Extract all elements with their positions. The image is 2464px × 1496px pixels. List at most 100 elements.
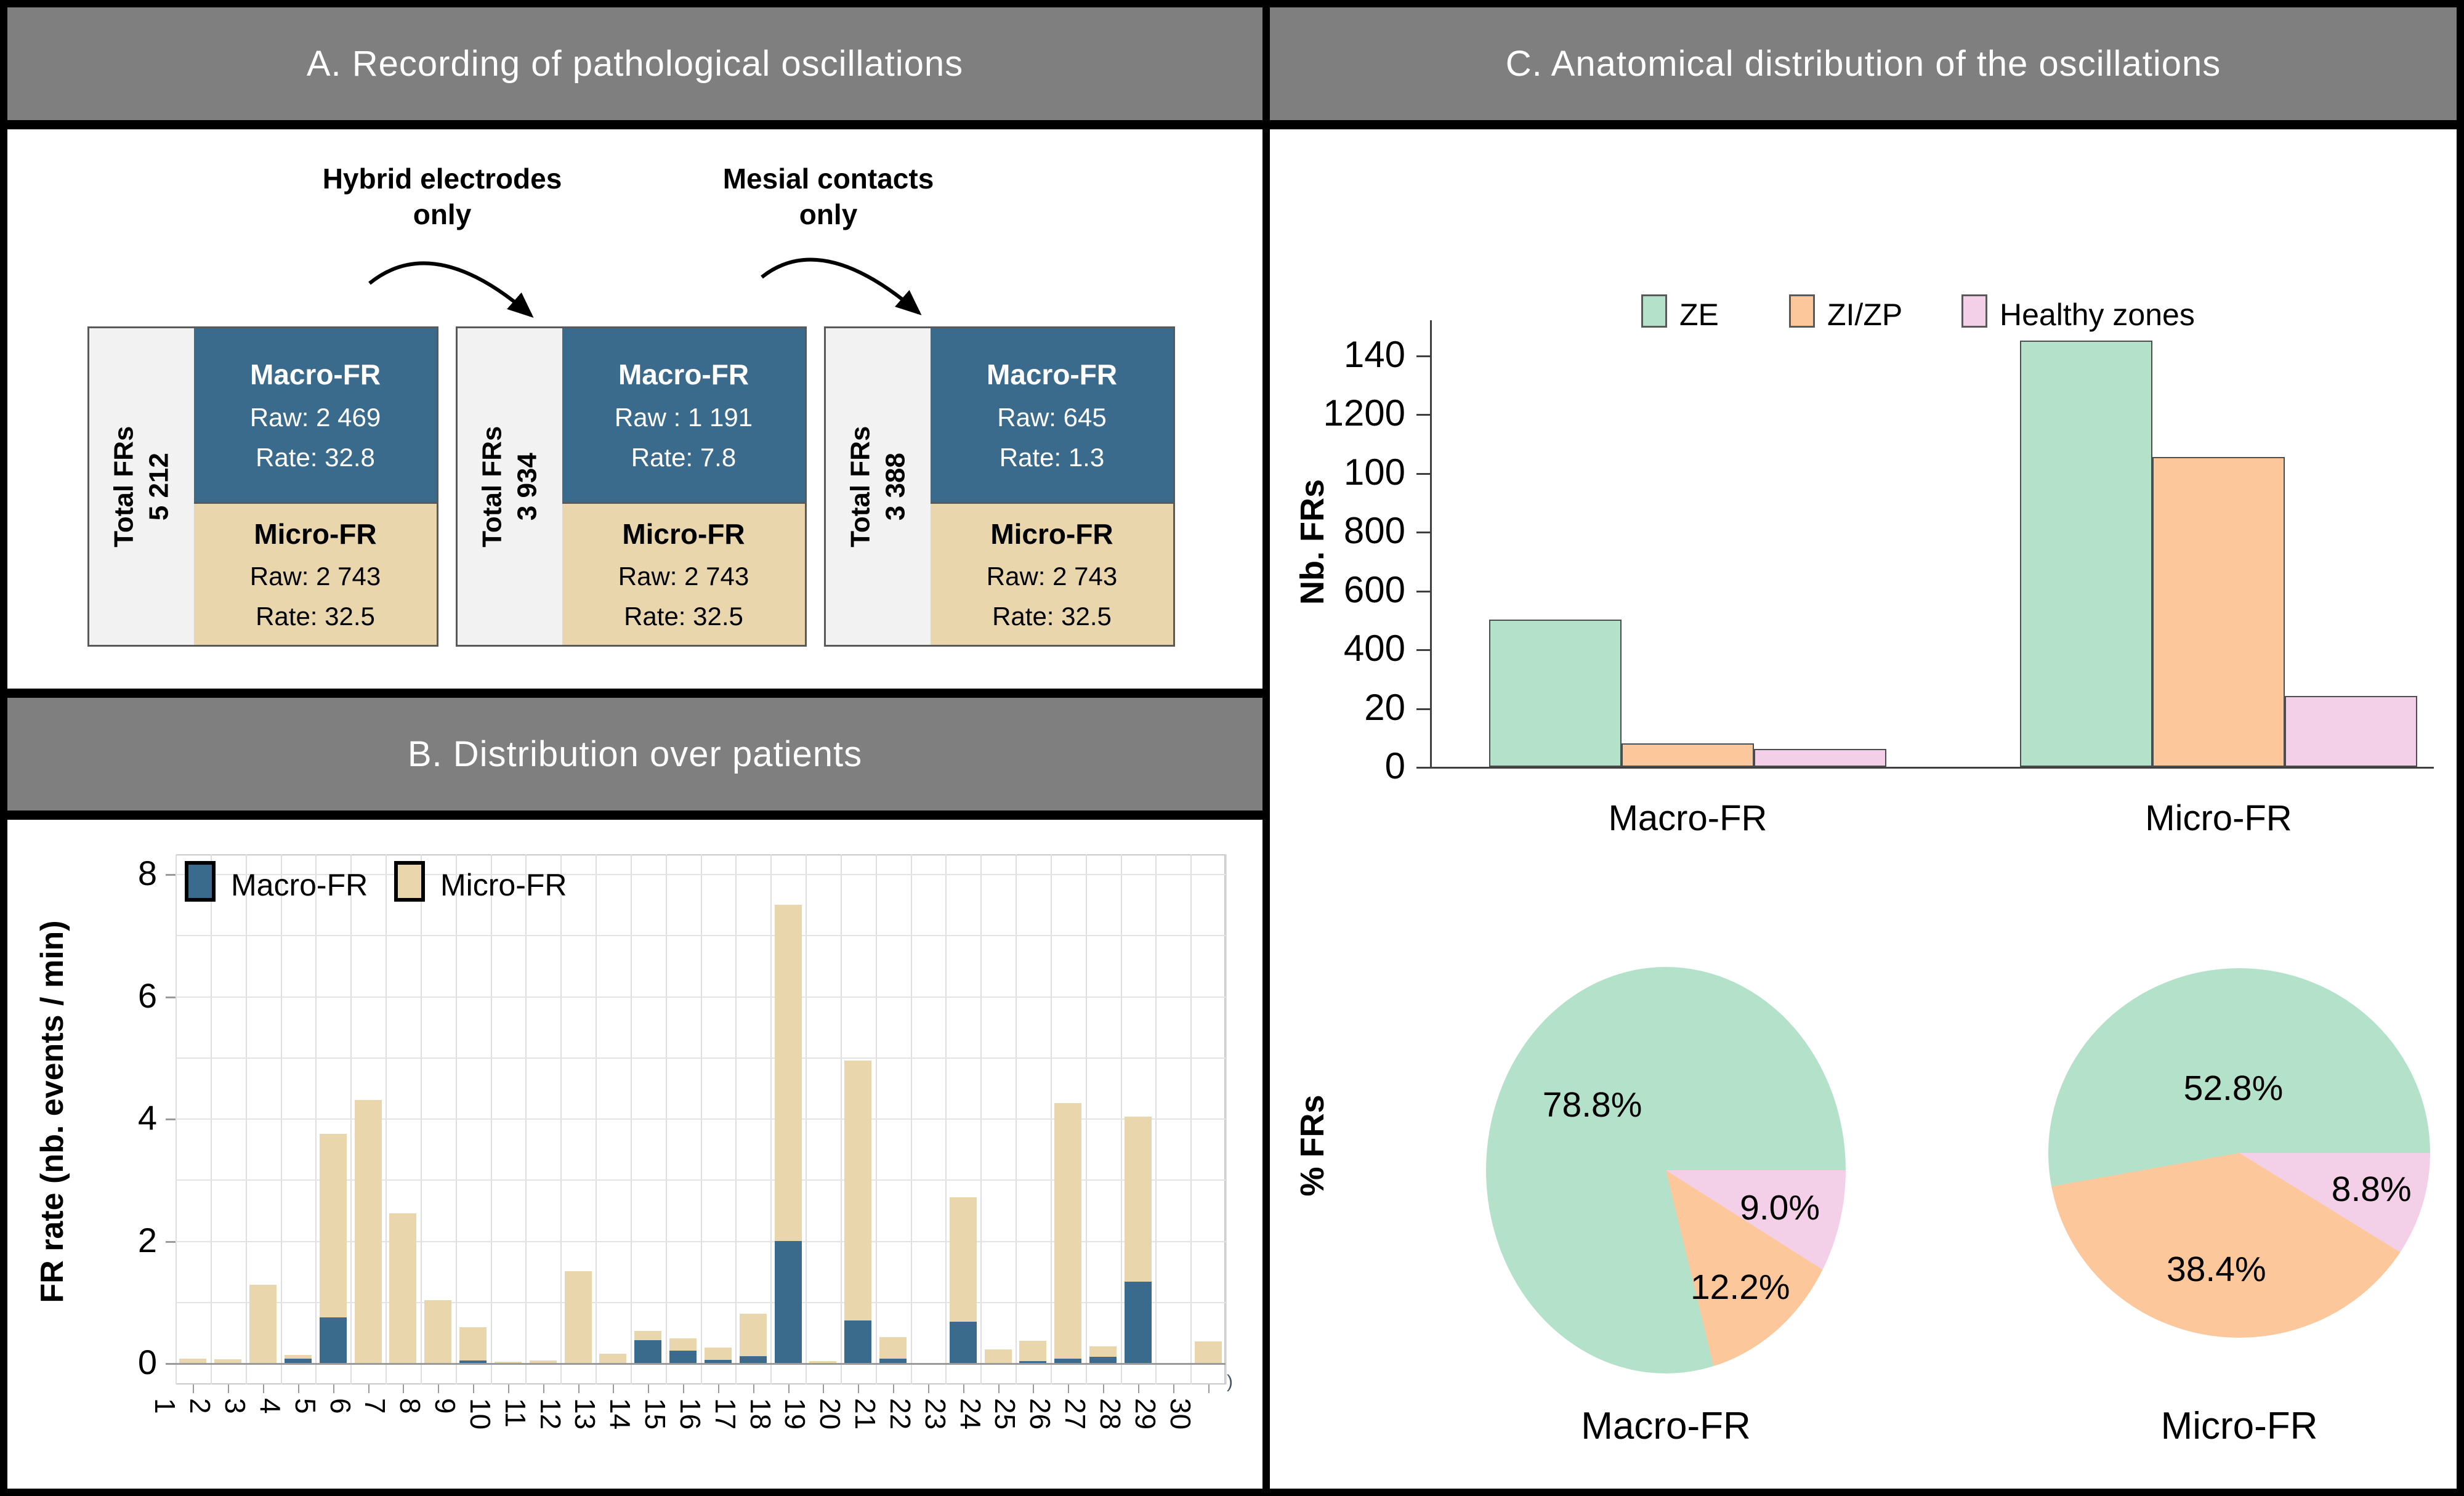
pie-slice-label: 52.8%: [2183, 1069, 2284, 1109]
y-tick-label: 2: [137, 1220, 157, 1259]
panel-c-pie-ylabel: % FRs: [1294, 1094, 1331, 1197]
x-tick: [683, 1385, 685, 1393]
y-tick-label: 800: [1343, 510, 1405, 552]
micro-fr-title: Micro-FR: [254, 517, 377, 550]
x-tick-label: 8: [394, 1398, 427, 1414]
y-tick: [166, 874, 176, 876]
gridline-h: [176, 1057, 1226, 1059]
x-tick-label: 28: [1094, 1398, 1126, 1430]
bar-micro: [214, 1359, 242, 1363]
total-frs-strip: Total FRs 5 212: [89, 328, 196, 645]
bar-micro: [704, 1348, 732, 1361]
bar-micro: [179, 1359, 207, 1363]
pie-macro-fr: [1486, 967, 1846, 1373]
x-tick: [1208, 1385, 1210, 1393]
x-tick-label: 21: [849, 1398, 882, 1430]
x-tick: [963, 1385, 964, 1393]
bar-micro: [599, 1354, 627, 1363]
pie-caption: Micro-FR: [2160, 1405, 2318, 1447]
x-tick-label: 14: [604, 1398, 637, 1430]
bar-micro: [319, 1133, 347, 1317]
bar-zi-zp: [2152, 456, 2285, 767]
micro-fr-title: Micro-FR: [990, 517, 1113, 550]
y-tick-label: 8: [137, 854, 157, 892]
bar-micro: [284, 1355, 312, 1359]
total-frs-text: Total FRs 3 934: [475, 426, 545, 547]
x-tick: [927, 1385, 929, 1393]
recording-box: Total FRs 3 388 Macro-FR Raw: 645 Rate: 1.3 M…: [824, 326, 1175, 647]
x-tick: [333, 1385, 334, 1393]
pie-caption: Macro-FR: [1581, 1405, 1751, 1447]
micro-fr-raw: Raw: 2 743: [618, 562, 749, 591]
x-tick-label: 26: [1024, 1398, 1057, 1430]
x-tick-label: 9: [429, 1398, 462, 1414]
bar-micro: [739, 1313, 767, 1357]
x-tick-label: 20: [814, 1398, 847, 1430]
total-frs-strip: Total FRs 3 388: [826, 328, 932, 645]
x-tick: [717, 1385, 719, 1393]
bar-micro: [809, 1361, 837, 1363]
total-frs-text: Total FRs 3 388: [843, 426, 913, 547]
bar-macro: [319, 1317, 347, 1363]
y-tick: [1416, 355, 1430, 357]
x-tick-label: 22: [884, 1398, 916, 1430]
x-tick-label: 10: [464, 1398, 496, 1430]
bar-micro: [1054, 1103, 1082, 1359]
panel-a-header: A. Recording of pathological oscillation…: [7, 7, 1262, 120]
x-tick-label: 15: [639, 1398, 672, 1430]
macro-fr-title: Macro-FR: [618, 358, 749, 391]
x-tick: [1173, 1385, 1174, 1393]
micro-fr-box: Micro-FR Raw: 2 743 Rate: 32.5: [931, 502, 1173, 645]
panel-c-header: C. Anatomical distribution of the oscill…: [1270, 7, 2457, 120]
gridline-h: [176, 1301, 1226, 1303]
x-tick: [753, 1385, 754, 1393]
x-tick: [858, 1385, 860, 1393]
x-tick: [578, 1385, 580, 1393]
x-tick: [193, 1385, 195, 1393]
macro-fr-rate: Rate: 32.8: [256, 442, 375, 472]
x-tick: [823, 1385, 825, 1393]
pie-slice-label: 8.8%: [2331, 1169, 2412, 1209]
bar-micro: [1124, 1117, 1152, 1282]
x-tick-label: 11: [499, 1398, 531, 1428]
y-tick: [1416, 767, 1430, 769]
panel-c-title: C. Anatomical distribution of the oscill…: [1505, 44, 2221, 84]
y-tick-label: 0: [1384, 745, 1405, 786]
x-tick-label: 25: [989, 1398, 1022, 1430]
gridline-h: [176, 1118, 1226, 1120]
y-axis-line: [1430, 320, 1432, 769]
bar-macro: [949, 1321, 977, 1363]
legend-label: Macro-FR: [231, 868, 368, 902]
pie-slice-label: 9.0%: [1740, 1187, 1820, 1227]
bar-macro: [284, 1359, 312, 1363]
micro-fr-rate: Rate: 32.5: [992, 602, 1112, 631]
x-tick: [1137, 1385, 1139, 1393]
bar-micro: [424, 1300, 452, 1363]
y-tick-label: 20: [1364, 686, 1405, 728]
hybrid-electrodes-note: Hybrid electrodes only: [288, 161, 596, 232]
bar-macro: [1019, 1361, 1047, 1363]
total-frs-label: Total FRs: [477, 426, 507, 548]
x-axis-zero-line: [176, 1363, 1226, 1365]
y-tick-label: 400: [1343, 628, 1405, 669]
y-tick-label: 1200: [1323, 392, 1405, 434]
pie-slice-label: 38.4%: [2167, 1249, 2266, 1289]
y-tick: [166, 1240, 176, 1243]
pie-micro-fr: [2048, 968, 2430, 1338]
bar-micro: [354, 1100, 382, 1363]
micro-fr-box: Micro-FR Raw: 2 743 Rate: 32.5: [194, 502, 437, 645]
bar-macro: [739, 1356, 767, 1363]
x-tick: [368, 1385, 370, 1393]
bar-ze: [1489, 620, 1622, 767]
x-tick: [893, 1385, 895, 1393]
gridline-v: [1226, 854, 1227, 1385]
bar-macro: [844, 1320, 872, 1363]
x-tick-label: 18: [744, 1398, 777, 1430]
x-tick: [403, 1385, 405, 1393]
panel-b-title: B. Distribution over patients: [407, 734, 863, 774]
x-tick: [543, 1385, 544, 1393]
y-tick-label: 6: [137, 976, 157, 1015]
legend-swatch-healthy-icon: [1961, 294, 1987, 328]
y-tick: [166, 1118, 176, 1120]
